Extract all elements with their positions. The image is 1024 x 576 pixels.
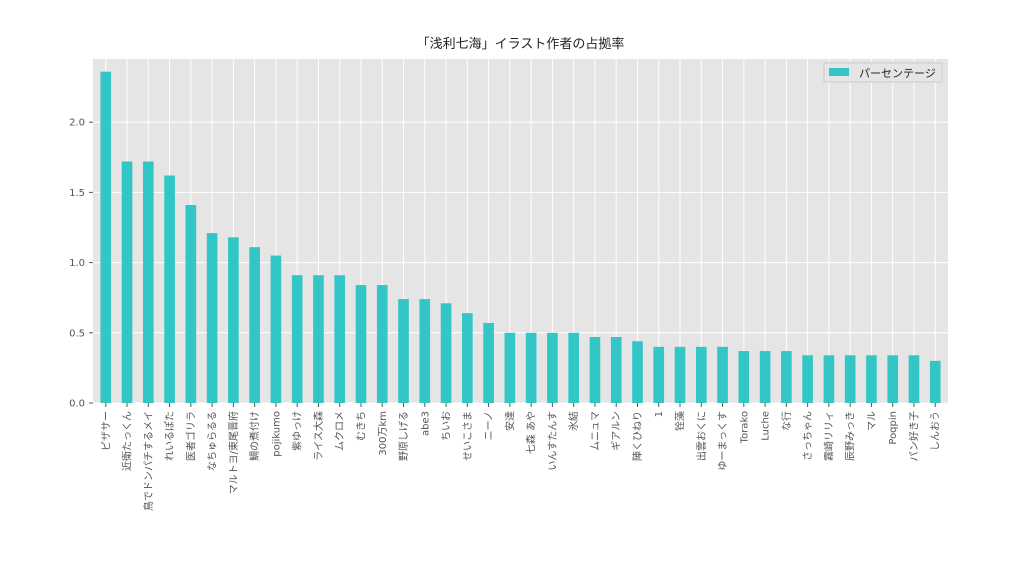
bars xyxy=(100,71,941,404)
x-tick-label: ピザサー xyxy=(100,411,112,451)
x-tick-label: 陣くひねり xyxy=(631,411,644,461)
x-tick-label: 近衛たっくん xyxy=(121,411,134,471)
x-tick-label: ライス大森 xyxy=(312,411,325,461)
x-tick-label: 紫ゆっけ xyxy=(292,411,304,451)
legend-swatch xyxy=(829,68,849,76)
x-tick-label: れいるぽた xyxy=(164,411,176,461)
x-tick-label: 氷結 xyxy=(567,411,580,431)
bar xyxy=(632,341,643,403)
x-tick-label: なちゅらるる xyxy=(207,411,219,471)
bar xyxy=(291,275,303,403)
bar xyxy=(334,275,346,403)
x-tick-label: むきち xyxy=(355,411,367,441)
bar xyxy=(249,247,260,403)
legend-label: パーセンテージ xyxy=(859,67,936,80)
x-tick-label: ギアルン xyxy=(611,411,623,451)
bar xyxy=(206,233,218,403)
bar xyxy=(100,71,112,404)
bar xyxy=(121,161,133,403)
bar xyxy=(164,175,175,403)
bar xyxy=(759,351,771,403)
bar xyxy=(504,332,516,403)
bar xyxy=(695,346,707,403)
x-tick-label: マルトヨ/東尾晋府 xyxy=(227,411,240,494)
bar xyxy=(866,355,877,403)
x-tick-label: ムニュマ xyxy=(589,411,601,451)
x-tick-label: いんすたんす xyxy=(547,411,559,471)
x-tick-label: 野原しげる xyxy=(398,411,410,461)
bar xyxy=(142,161,154,403)
x-tick-label: pojikumo xyxy=(271,411,282,457)
plot-area xyxy=(93,59,948,403)
x-tick-label: せいこさま xyxy=(462,411,474,461)
x-tick-label: abe3 xyxy=(420,411,431,436)
legend-box xyxy=(823,62,943,83)
bar xyxy=(844,355,856,403)
bar xyxy=(674,346,686,403)
bar xyxy=(462,313,473,403)
x-tick-label: な行 xyxy=(780,411,793,431)
bar xyxy=(440,303,452,403)
bar xyxy=(717,346,728,403)
x-tick-label: ニーノ xyxy=(484,411,495,440)
x-axis-ticks: ピザサー 近衛たっくん 鳥でドンパチするメイ れいるぽた 医者ゴリラ なちゅらるる マルトヨ… xyxy=(100,403,942,511)
y-tick-label: 0.5 xyxy=(69,328,85,339)
bar xyxy=(270,255,282,403)
x-tick-label: さっちゃん xyxy=(802,411,814,461)
bar xyxy=(929,360,941,403)
x-tick-label: 铨藻 xyxy=(674,411,687,431)
x-tick-label: Torako xyxy=(739,411,750,444)
x-tick-label: 鯛の煮付け xyxy=(248,411,261,461)
x-tick-label: ゆーまっくす xyxy=(717,411,729,471)
x-tick-label: 医者ゴリラ xyxy=(184,411,197,461)
bar xyxy=(653,346,665,403)
x-tick-label: 1 xyxy=(654,411,665,417)
bar xyxy=(738,351,750,403)
bar xyxy=(589,337,601,403)
bar xyxy=(908,355,920,403)
y-axis-ticks: 0.0 0.5 1.0 1.5 2.0 xyxy=(69,118,93,410)
x-tick-label: 安達 xyxy=(503,411,516,431)
x-tick-label: 七森 あや xyxy=(525,411,538,454)
bar xyxy=(419,299,431,403)
bar xyxy=(228,237,239,403)
bar xyxy=(376,285,388,403)
bar xyxy=(398,299,409,403)
x-tick-label: 霧崎リリィ xyxy=(822,411,835,461)
x-tick-label: 辰野みっき xyxy=(845,411,857,461)
bar xyxy=(802,355,813,403)
bar xyxy=(568,332,579,403)
bar xyxy=(547,332,558,403)
x-tick-label: しんおう xyxy=(930,411,942,451)
bar xyxy=(525,332,537,403)
bar xyxy=(610,337,622,403)
x-tick-label: パン好き子 xyxy=(908,411,920,462)
x-tick-label: ちいお xyxy=(441,411,453,441)
bar xyxy=(355,285,367,403)
x-tick-label: ムクロメ xyxy=(334,411,346,451)
bar xyxy=(887,355,899,403)
y-tick-label: 1.0 xyxy=(69,258,85,269)
y-tick-label: 2.0 xyxy=(69,118,85,129)
legend: パーセンテージ xyxy=(823,62,943,83)
x-tick-label: Luche xyxy=(761,411,772,441)
x-tick-label: 300万km xyxy=(378,411,389,456)
x-tick-label: マル xyxy=(867,411,878,431)
x-tick-label: 出雲おくに xyxy=(695,411,708,461)
bar xyxy=(483,322,494,403)
x-tick-label: Poqpin xyxy=(888,411,899,445)
x-tick-label: 鳥でドンパチするメイ xyxy=(142,411,155,511)
chart-title: 「浅利七海」イラスト作者の占拠率 xyxy=(417,36,625,52)
bar xyxy=(313,275,324,403)
bar xyxy=(185,205,197,403)
bar xyxy=(781,351,792,403)
y-tick-label: 1.5 xyxy=(69,188,85,199)
bar xyxy=(823,355,835,403)
y-tick-label: 0.0 xyxy=(69,399,85,410)
